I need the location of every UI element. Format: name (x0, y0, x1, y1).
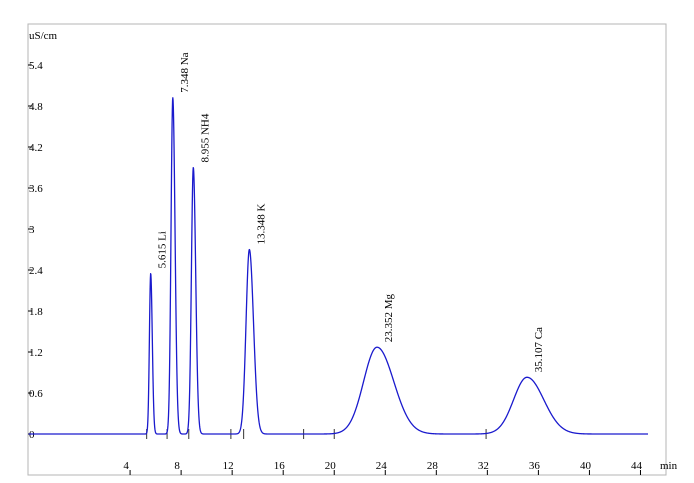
y-tick-label: 0 (29, 429, 35, 441)
x-tick-label: 4 (123, 460, 129, 472)
x-tick-label: 44 (631, 460, 643, 472)
y-tick-label: 0.6 (29, 388, 43, 400)
chromatogram-trace (28, 97, 649, 435)
peak-label: 8.955 NH4 (199, 113, 211, 162)
x-tick-label: 40 (580, 460, 592, 472)
peak-labels: 5.615 Li 7.348 Na 8.955 NH4 13.348 K 23.352 … (157, 52, 545, 372)
axis-ticks: 0 0.6 1.2 1.8 2.4 3 3.6 4.2 4.8 5.4 4 8 12 16 20 24 28 32… (28, 60, 642, 475)
y-tick-label: 4.2 (29, 142, 43, 154)
x-tick-label: 24 (376, 460, 388, 472)
y-tick-label: 2.4 (29, 265, 43, 277)
x-tick-label: 16 (274, 460, 286, 472)
y-tick-label: 4.8 (29, 101, 43, 113)
y-tick-label: 3.6 (29, 183, 43, 195)
peak-label: 13.348 K (255, 204, 267, 245)
x-tick-label: 8 (174, 460, 180, 472)
x-tick-label: 28 (427, 460, 439, 472)
x-tick-label: 12 (223, 460, 234, 472)
y-tick-label: 1.2 (29, 347, 43, 359)
peak-label: 35.107 Ca (533, 327, 545, 372)
x-axis-label: min (660, 460, 678, 472)
y-tick-label: 1.8 (29, 306, 43, 318)
x-tick-label: 20 (325, 460, 337, 472)
plot-frame (27, 23, 667, 476)
peak-label: 7.348 Na (179, 52, 191, 92)
x-tick-label: 36 (529, 460, 541, 472)
y-tick-label: 5.4 (29, 60, 43, 72)
y-axis-label: uS/cm (29, 30, 58, 42)
y-tick-label: 3 (29, 224, 35, 236)
peak-label: 5.615 Li (157, 231, 169, 268)
peak-label: 23.352 Mg (383, 293, 395, 342)
x-tick-label: 32 (478, 460, 489, 472)
